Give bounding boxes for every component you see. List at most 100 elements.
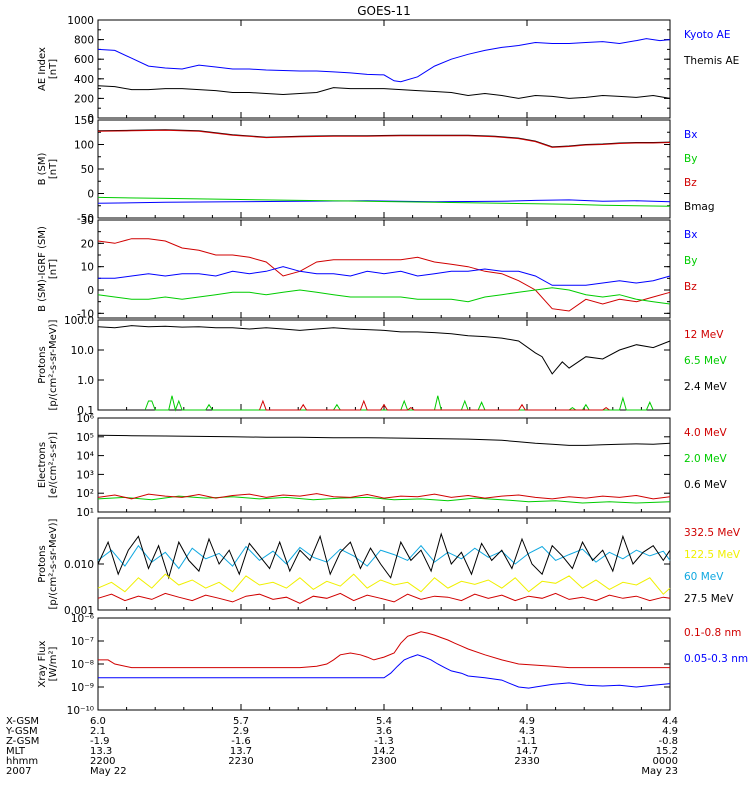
series-line-60-mev (97, 544, 671, 570)
orbit-value: 2200 (90, 756, 115, 767)
y-tick-label: 150 (74, 115, 94, 127)
y-tick-label: 10⁻¹⁰ (67, 705, 94, 717)
y-axis-label: [p/(cm²-s-sr-MeV)] (48, 518, 59, 609)
legend-label: Bmag (684, 201, 715, 213)
orbit-value: 3.6 (376, 726, 392, 737)
orbit-value: 5.4 (376, 716, 392, 727)
series-line-themis-ae (97, 85, 671, 99)
series-line-0-1-0-8-nm (98, 631, 670, 669)
series-line-122-5-mev (97, 573, 671, 595)
legend-label: 0.05-0.3 nm (684, 653, 748, 665)
y-tick-label: 0.001 (64, 605, 94, 617)
panel-xray: 10⁻¹⁰ 10⁻⁹ 10⁻⁸ 10⁻⁷ 10⁻⁶ Xray Flux [W/m²] 0.1-… (37, 613, 748, 717)
orbit-value: 4.4 (662, 716, 678, 727)
panel-frame (97, 219, 671, 319)
y-tick-label: 1.0 (77, 375, 94, 387)
series-line-bmag (97, 129, 671, 148)
y-axis-label: AE Index (37, 47, 48, 91)
orbit-row-label: 2007 (6, 766, 31, 777)
legend-label: 6.5 MeV (684, 355, 728, 367)
y-tick-label: 10² (76, 488, 94, 500)
orbit-value: 2330 (514, 756, 539, 767)
y-tick-label: 20 (81, 238, 94, 250)
series-line-bx (98, 266, 671, 286)
series-line-332-5-mev (97, 592, 671, 604)
y-tick-label: 10⁻⁹ (71, 682, 94, 694)
y-axis-label: [nT] (48, 259, 59, 279)
orbit-value: 2230 (228, 756, 253, 767)
panel-b: -50 0 50 100 150 B (SM) [nT] Bx By Bz Bmag (37, 115, 715, 225)
orbit-value: May 23 (641, 766, 678, 777)
orbit-value: 2.9 (233, 726, 249, 737)
y-axis-label: Protons (37, 545, 48, 582)
panel-frame (97, 517, 671, 611)
orbit-row-label: MLT (6, 746, 26, 757)
y-tick-label: 400 (74, 74, 94, 86)
series-line-12-mev (259, 399, 610, 411)
series-line-2-0-mev (97, 495, 671, 504)
orbit-value: May 22 (90, 766, 127, 777)
series-line-2-4-mev (97, 325, 671, 375)
y-tick-label: 100 (74, 140, 94, 152)
legend-label: Bx (684, 229, 697, 241)
plot-title: GOES-11 (357, 4, 411, 18)
y-tick-label: 10⁵ (76, 432, 94, 444)
orbit-value: -1.3 (374, 736, 394, 747)
y-axis-label: [nT] (48, 159, 59, 179)
panel-ae: 0 200 400 600 800 1000 AE Index [nT] Kyoto AE The… (37, 15, 739, 125)
orbit-row-label: hhmm (6, 756, 38, 767)
legend-label: 2.0 MeV (684, 453, 728, 465)
orbit-value: -0.8 (658, 736, 678, 747)
y-axis-label: Protons (37, 346, 48, 383)
orbit-value: 15.2 (656, 746, 678, 757)
y-tick-label: 0 (87, 113, 94, 125)
series-line-by (97, 196, 671, 207)
orbit-value: 4.3 (519, 726, 535, 737)
y-tick-label: 200 (74, 93, 94, 105)
y-tick-label: 10 (81, 262, 94, 274)
orbit-value: 4.9 (662, 726, 678, 737)
y-tick-label: 10³ (76, 469, 94, 481)
y-tick-label: 800 (74, 35, 94, 47)
y-tick-label: 100.0 (64, 315, 94, 327)
y-axis-label: Electrons (37, 442, 48, 488)
series-line-0-6-mev (97, 434, 671, 446)
y-axis-label: [p/(cm²-s-sr-MeV)] (48, 319, 59, 410)
orbit-value: 13.3 (90, 746, 112, 757)
orbit-value: 4.9 (519, 716, 535, 727)
orbit-value: 14.7 (516, 746, 538, 757)
panel-frame (97, 319, 671, 411)
legend-label: Kyoto AE (684, 29, 730, 41)
legend-label: 60 MeV (684, 571, 724, 583)
series-line-bz (97, 238, 671, 312)
y-tick-label: 0 (87, 285, 94, 297)
y-tick-label: 10¹ (76, 507, 94, 519)
orbit-value: 2300 (371, 756, 396, 767)
legend-label: Themis AE (683, 55, 739, 67)
y-axis-label: B (SM)-IGRF (SM) (37, 226, 48, 312)
panel-db: -10 0 10 20 30 B (SM)-IGRF (SM) [nT] Bx By Bz (37, 215, 697, 320)
legend-label: Bz (684, 177, 697, 189)
y-axis-label: [W/m²] (48, 646, 59, 681)
y-tick-label: 1000 (67, 15, 94, 27)
y-tick-label: 600 (74, 54, 94, 66)
series-line-bx (97, 199, 671, 204)
series-line-0-05-0-3-nm (98, 654, 671, 689)
y-tick-label: 10⁻⁸ (71, 659, 94, 671)
legend-label: 2.4 MeV (684, 381, 728, 393)
y-tick-label: 0.010 (64, 559, 94, 571)
legend-label: By (684, 153, 697, 165)
panel-protons1: 0.1 1.0 10.0 100.0 Protons [p/(cm²-s-sr-MeV)]… (37, 315, 728, 417)
y-tick-label: 10.0 (71, 345, 94, 357)
legend-label: 27.5 MeV (684, 593, 734, 605)
orbit-row-label: Z-GSM (6, 736, 39, 747)
orbit-value: -1.9 (90, 736, 110, 747)
series-line-27-5-mev (97, 532, 671, 580)
y-tick-label: 30 (81, 215, 94, 227)
legend-label: By (684, 255, 697, 267)
legend-label: 332.5 MeV (684, 527, 741, 539)
legend-label: Bx (684, 129, 697, 141)
series-line-kyoto-ae (97, 38, 671, 83)
orbit-value: -1.1 (517, 736, 537, 747)
